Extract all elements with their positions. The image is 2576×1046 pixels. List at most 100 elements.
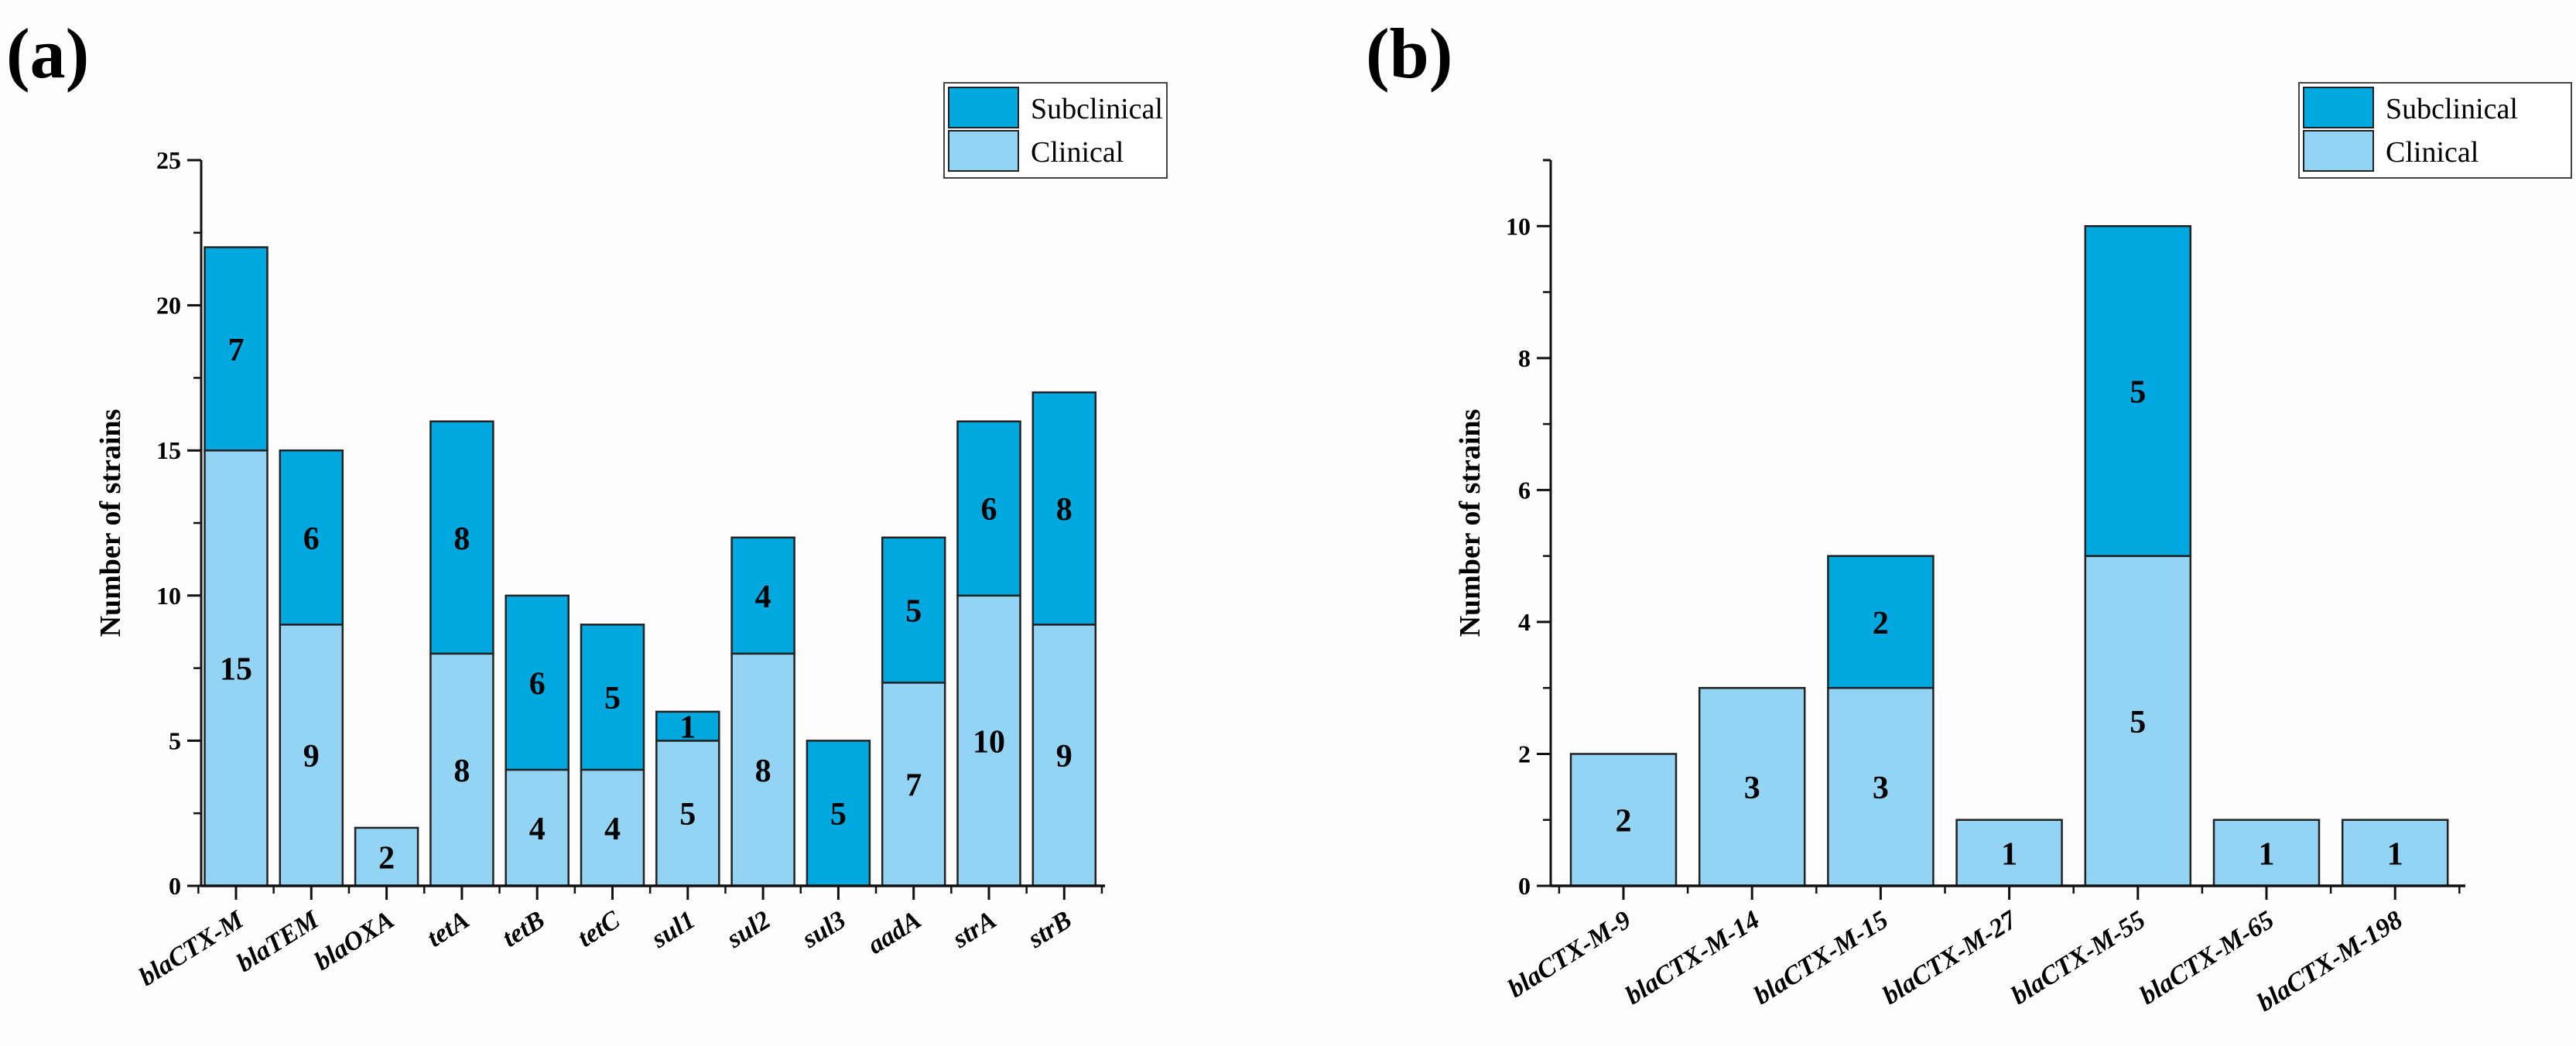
data-label-clinical: 7 (905, 768, 922, 804)
legend-label-clinical: Clinical (1031, 136, 1124, 169)
data-label-clinical: 8 (453, 754, 470, 789)
data-label-clinical: 10 (973, 724, 1005, 760)
legend: Subclinical Clinical (943, 82, 1168, 179)
x-tick-label: blaCTX-M-55 (2006, 905, 2150, 1010)
y-tick-label: 0 (1518, 872, 1531, 900)
x-tick-label: strB (1022, 905, 1076, 954)
x-tick-label: sul3 (796, 905, 850, 954)
data-label-subclinical: 5 (604, 681, 621, 716)
legend: Subclinical Clinical (2298, 82, 2572, 179)
bar-clinical (2341, 819, 2449, 887)
y-tick-label: 10 (1506, 212, 1531, 240)
y-tick-label: 5 (169, 726, 181, 754)
bar-subclinical (2084, 225, 2192, 557)
x-tick-label: tetC (573, 905, 625, 953)
bar-subclinical (429, 420, 494, 655)
data-label-clinical: 3 (1744, 771, 1760, 806)
data-label-clinical: 1 (2259, 836, 2275, 872)
data-label-subclinical: 6 (529, 666, 546, 702)
x-tick-label: tetA (422, 905, 474, 952)
bar-subclinical (881, 536, 946, 684)
y-tick-label: 15 (156, 436, 181, 464)
bar-subclinical (655, 710, 720, 742)
y-tick-label: 8 (1518, 344, 1531, 372)
bar-clinical (580, 768, 645, 887)
y-axis-label: Number of strains (1454, 409, 1486, 638)
data-label-clinical: 9 (303, 739, 320, 774)
x-tick-label: sul2 (721, 905, 775, 954)
bar-subclinical (806, 740, 871, 887)
x-tick-label: blaCTX-M-198 (2253, 905, 2408, 1017)
bar-clinical (505, 768, 570, 887)
data-label-clinical: 1 (2387, 836, 2403, 872)
y-tick-label: 20 (156, 292, 181, 320)
x-tick-label: blaCTX-M (134, 904, 249, 991)
x-tick-label: sul1 (646, 905, 700, 954)
bar-subclinical (730, 536, 795, 655)
data-label-subclinical: 5 (905, 594, 922, 630)
data-label-clinical: 5 (679, 797, 696, 832)
data-label-subclinical: 8 (1056, 492, 1072, 528)
bar-subclinical (204, 246, 269, 452)
data-label-subclinical: 6 (981, 492, 997, 528)
bar-subclinical (1827, 555, 1935, 689)
data-label-subclinical: 5 (2130, 374, 2146, 410)
legend-swatch-subclinical (2303, 87, 2374, 128)
chart-b: (b) Number of strains 2 blaCTX-M-9 3 blaCTX-M… (1366, 14, 2572, 1017)
bar-subclinical (580, 624, 645, 771)
bar-clinical (655, 740, 720, 887)
bar-clinical (279, 624, 344, 887)
data-label-clinical: 1 (2001, 836, 2017, 872)
x-tick-label: blaCTX-M-27 (1878, 904, 2024, 1010)
bar-clinical (1031, 624, 1097, 887)
bar-subclinical (956, 420, 1021, 597)
y-tick-label: 4 (1518, 608, 1531, 636)
y-tick-label: 6 (1518, 476, 1531, 504)
x-tick-label: aadA (863, 905, 926, 959)
y-tick-label: 2 (1518, 740, 1531, 767)
y-tick-label: 10 (156, 582, 181, 610)
data-label-clinical: 3 (1873, 771, 1889, 806)
panel-label: (a) (6, 14, 89, 93)
bar-clinical (204, 449, 269, 887)
chart-a: (a)Number of strains157blaCTX-M96blaTEM2… (6, 14, 1168, 992)
x-tick-label: blaCTX-M-15 (1749, 905, 1893, 1010)
x-tick-label: blaTEM (232, 904, 325, 977)
data-label-clinical: 4 (604, 812, 621, 847)
data-label-clinical: 5 (2130, 705, 2146, 740)
bar-clinical (1698, 686, 1806, 887)
data-label-subclinical: 4 (755, 579, 771, 615)
bar-clinical (2084, 555, 2192, 887)
data-label-clinical: 4 (529, 812, 546, 847)
x-tick-label: tetB (498, 905, 550, 952)
data-label-clinical: 2 (378, 840, 395, 876)
legend-label-subclinical: Subclinical (1031, 93, 1163, 125)
x-tick-label: strA (947, 905, 1001, 954)
bar-subclinical (1031, 391, 1097, 626)
bar-clinical (881, 682, 946, 887)
legend-label-subclinical: Subclinical (2386, 93, 2518, 125)
legend-swatch-clinical (948, 130, 1019, 172)
data-label-clinical: 9 (1056, 739, 1072, 774)
y-axis-label: Number of strains (94, 409, 127, 638)
legend-swatch-clinical (2303, 130, 2374, 172)
data-label-subclinical: 1 (679, 710, 696, 746)
data-label-clinical: 8 (755, 754, 771, 789)
data-label-subclinical: 7 (228, 333, 245, 368)
x-tick-label: blaCTX-M-9 (1503, 905, 1636, 1003)
y-tick-label: 0 (169, 872, 181, 900)
data-label-clinical: 15 (220, 652, 252, 688)
x-tick-label: blaOXA (310, 905, 399, 976)
y-tick-label: 25 (156, 146, 181, 174)
panel-label: (b) (1366, 14, 1452, 93)
bar-subclinical (505, 594, 570, 771)
bar-clinical (354, 826, 419, 887)
data-label-subclinical: 5 (830, 797, 847, 832)
x-tick-label: blaCTX-M-14 (1620, 905, 1764, 1010)
bar-clinical (429, 652, 494, 887)
data-label-subclinical: 6 (303, 521, 320, 557)
bar-subclinical (279, 449, 344, 626)
data-label-clinical: 2 (1616, 804, 1632, 839)
legend-swatch-subclinical (948, 87, 1019, 128)
